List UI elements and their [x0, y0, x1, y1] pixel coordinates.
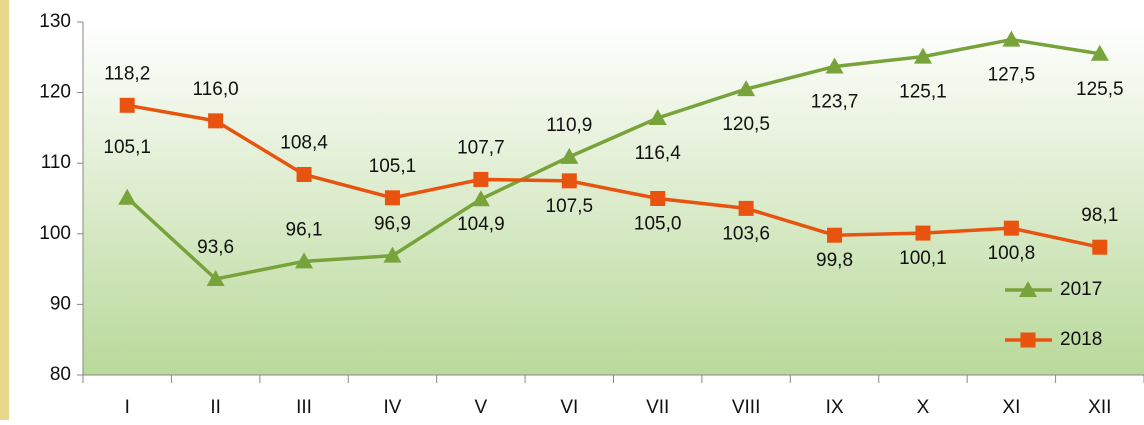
marker	[1019, 281, 1037, 297]
data-label: 107,7	[457, 137, 505, 158]
x-tick-label: VI	[560, 397, 578, 418]
x-tick-label: I	[125, 397, 130, 418]
x-tick-label: IX	[826, 397, 844, 418]
marker	[737, 80, 756, 97]
data-label: 96,9	[374, 214, 411, 235]
data-label: 96,1	[286, 219, 323, 240]
data-label: 110,9	[546, 115, 592, 136]
data-label: 116,4	[635, 143, 682, 164]
marker	[1003, 220, 1019, 236]
y-tick-label: 120	[39, 82, 71, 103]
marker	[825, 57, 844, 74]
data-label: 104,9	[457, 214, 505, 235]
side-strip	[0, 0, 9, 420]
marker	[384, 190, 400, 206]
marker	[560, 147, 579, 164]
data-label: 99,8	[816, 250, 853, 271]
x-tick-label: XII	[1088, 397, 1111, 418]
marker	[915, 225, 931, 241]
data-label: 98,1	[1081, 205, 1118, 226]
marker	[827, 227, 843, 243]
data-label: 108,4	[280, 133, 328, 154]
data-label: 93,6	[197, 237, 234, 258]
marker	[208, 113, 224, 129]
x-tick-label: VIII	[732, 397, 761, 418]
legend-label: 2017	[1060, 279, 1102, 300]
marker	[738, 200, 754, 216]
data-label: 103,6	[722, 223, 770, 244]
data-label: 125,1	[899, 82, 947, 103]
plot-area	[83, 22, 1144, 375]
x-tick-label: XI	[1002, 397, 1020, 418]
x-tick-label: X	[917, 397, 930, 418]
x-tick-label: III	[296, 397, 312, 418]
y-tick-label: 110	[41, 152, 71, 173]
y-tick-label: 130	[39, 11, 71, 32]
marker	[295, 252, 314, 269]
marker	[206, 269, 225, 286]
marker	[650, 191, 666, 206]
data-label: 125,5	[1076, 79, 1124, 100]
data-label: 105,1	[369, 156, 417, 177]
legend-label: 2018	[1060, 329, 1102, 350]
marker	[1020, 332, 1036, 348]
marker	[648, 109, 667, 126]
marker	[119, 97, 135, 113]
data-label: 105,1	[103, 137, 151, 158]
data-label: 123,7	[811, 91, 859, 112]
x-tick-label: IV	[383, 397, 401, 418]
x-tick-label: VII	[646, 397, 669, 418]
marker	[383, 246, 402, 263]
data-label: 118,2	[104, 63, 150, 84]
marker	[296, 166, 312, 182]
marker	[561, 173, 577, 189]
x-tick-label: V	[475, 397, 488, 418]
data-label: 116,0	[193, 79, 239, 100]
data-label: 127,5	[988, 65, 1036, 86]
series-line	[126, 103, 1101, 249]
marker	[1092, 239, 1108, 255]
x-tick-label: II	[210, 397, 221, 418]
marker	[471, 190, 490, 207]
y-tick-label: 90	[50, 293, 71, 314]
data-label: 105,0	[634, 214, 682, 235]
y-tick-label: 100	[39, 223, 71, 244]
marker	[913, 47, 932, 64]
data-label: 100,8	[988, 243, 1036, 264]
y-tick-label: 80	[50, 364, 71, 385]
marker	[1002, 30, 1021, 47]
series-line	[126, 37, 1101, 281]
data-label: 107,5	[546, 196, 594, 217]
marker	[118, 188, 137, 205]
marker	[1090, 44, 1109, 61]
data-label: 100,1	[899, 248, 947, 269]
data-label: 120,5	[722, 114, 770, 135]
marker	[473, 171, 489, 187]
